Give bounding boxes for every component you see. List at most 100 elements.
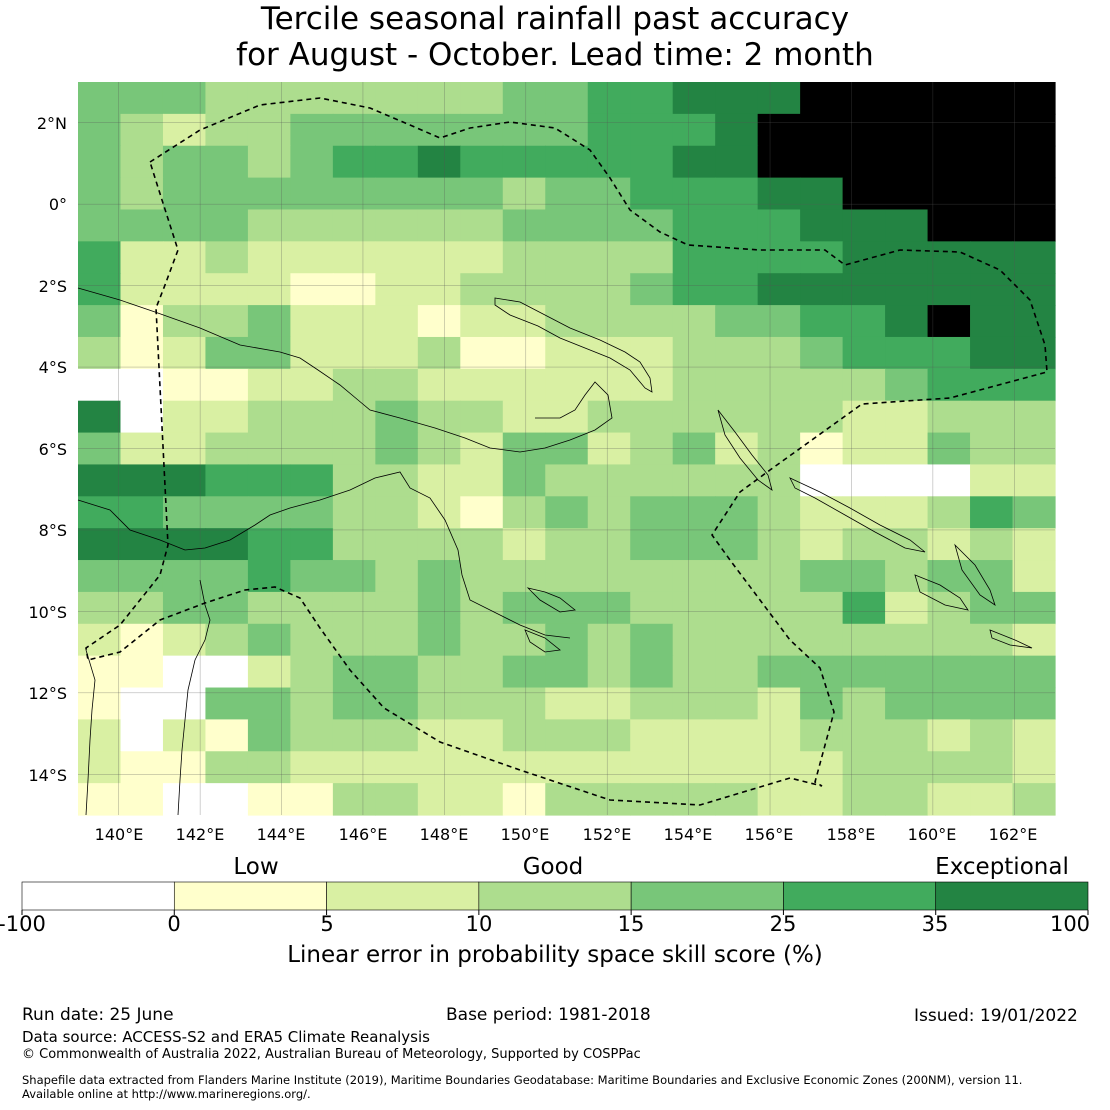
skill-cell: [885, 528, 929, 561]
skill-cell: [587, 655, 631, 689]
skill-cell: [78, 751, 122, 784]
skill-cell: [290, 400, 334, 434]
skill-cell: [927, 432, 971, 466]
lon-axis: 140°E 142°E 144°E 146°E 148°E 150°E 152°…: [95, 825, 1038, 844]
skill-cell: [205, 241, 249, 274]
skill-cell: [502, 655, 546, 689]
skill-cell: [715, 783, 759, 816]
skill-cell: [630, 400, 674, 434]
skill-cell: [672, 655, 716, 689]
shapefile-credit-url: Available online at http://www.marinereg…: [22, 1087, 311, 1101]
skill-cell: [247, 241, 291, 274]
data-source: Data source: ACCESS-S2 and ERA5 Climate …: [22, 1028, 430, 1046]
skill-cell: [1012, 464, 1056, 497]
skill-cell: [587, 496, 631, 529]
skill-cell: [205, 305, 249, 338]
skill-cell: [927, 113, 971, 147]
skill-cell: [120, 400, 164, 434]
skill-cell: [545, 209, 589, 242]
skill-cell: [375, 177, 419, 211]
skill-cell: [460, 113, 504, 147]
skill-cell: [460, 623, 504, 657]
skill-cell: [1012, 336, 1056, 370]
skill-cell: [715, 687, 759, 720]
coastline-louisiade: [526, 587, 576, 613]
skill-cell: [842, 113, 886, 147]
skill-cell: [162, 177, 207, 211]
skill-cell: [78, 560, 122, 593]
skill-cell: [927, 145, 971, 179]
skill-cell: [290, 305, 334, 338]
skill-cell: [460, 82, 504, 115]
skill-cell: [885, 655, 929, 689]
skill-cell: [757, 751, 801, 784]
skill-cell: [545, 783, 589, 816]
skill-cell: [757, 305, 801, 338]
skill-cell: [290, 273, 334, 306]
skill-cell: [885, 719, 929, 752]
skill-cell: [715, 496, 759, 529]
skill-cell: [1012, 145, 1056, 179]
skill-cell: [120, 273, 164, 306]
colorbar-category-exceptional: Exceptional: [935, 854, 1069, 880]
skill-cell: [162, 464, 207, 497]
skill-cell: [120, 655, 164, 689]
skill-cell: [375, 783, 419, 816]
skill-cell: [78, 241, 122, 274]
skill-cell: [290, 783, 334, 816]
skill-cell: [162, 432, 207, 466]
skill-cell: [247, 464, 291, 497]
skill-cell: [502, 400, 546, 434]
skill-cell: [1012, 719, 1056, 752]
lon-tick-label: 146°E: [339, 825, 388, 844]
skill-cell: [460, 273, 504, 306]
skill-cell: [332, 432, 376, 466]
skill-cell: [247, 623, 291, 657]
skill-cell: [800, 591, 844, 625]
skill-cell: [587, 368, 631, 402]
skill-cell: [502, 560, 546, 593]
skill-cell: [800, 336, 844, 370]
skill-cell: [460, 560, 504, 593]
skill-cell: [78, 719, 122, 752]
skill-cell: [1012, 113, 1056, 147]
skill-cell: [927, 783, 971, 816]
lon-tick-label: 160°E: [908, 825, 957, 844]
skill-cell: [375, 145, 419, 179]
skill-cell: [247, 145, 291, 179]
skill-cell: [502, 113, 546, 147]
skill-cell: [290, 560, 334, 593]
skill-cell: [120, 464, 164, 497]
skill-cell: [78, 528, 122, 561]
skill-cell: [927, 496, 971, 529]
skill-cell: [290, 177, 334, 211]
skill-cell: [120, 241, 164, 274]
skill-cell: [502, 751, 546, 784]
skill-cell: [375, 560, 419, 593]
coastline-new-guinea-south: [77, 471, 571, 639]
skill-cell: [927, 687, 971, 720]
skill-cell: [247, 687, 291, 720]
skill-cell: [247, 113, 291, 147]
coastline-solomons-a: [789, 477, 926, 553]
skill-cell: [715, 336, 759, 370]
skill-cell: [78, 591, 122, 625]
skill-cell: [247, 82, 291, 115]
skill-cell: [247, 273, 291, 306]
lat-tick-label: 4°S: [39, 358, 67, 377]
skill-cell: [502, 783, 546, 816]
coastline-solomons-c: [954, 543, 996, 606]
skill-cell: [587, 560, 631, 593]
skill-cell: [162, 241, 207, 274]
run-date: Run date: 25 June: [22, 1005, 174, 1025]
skill-cell: [970, 655, 1014, 689]
skill-cell: [757, 783, 801, 816]
skill-cell: [630, 591, 674, 625]
skill-cell: [460, 305, 504, 338]
skill-cell: [545, 751, 589, 784]
skill-cell: [757, 400, 801, 434]
skill-cell: [927, 751, 971, 784]
skill-cell: [290, 209, 334, 242]
skill-cell: [502, 623, 546, 657]
skill-cell: [630, 687, 674, 720]
